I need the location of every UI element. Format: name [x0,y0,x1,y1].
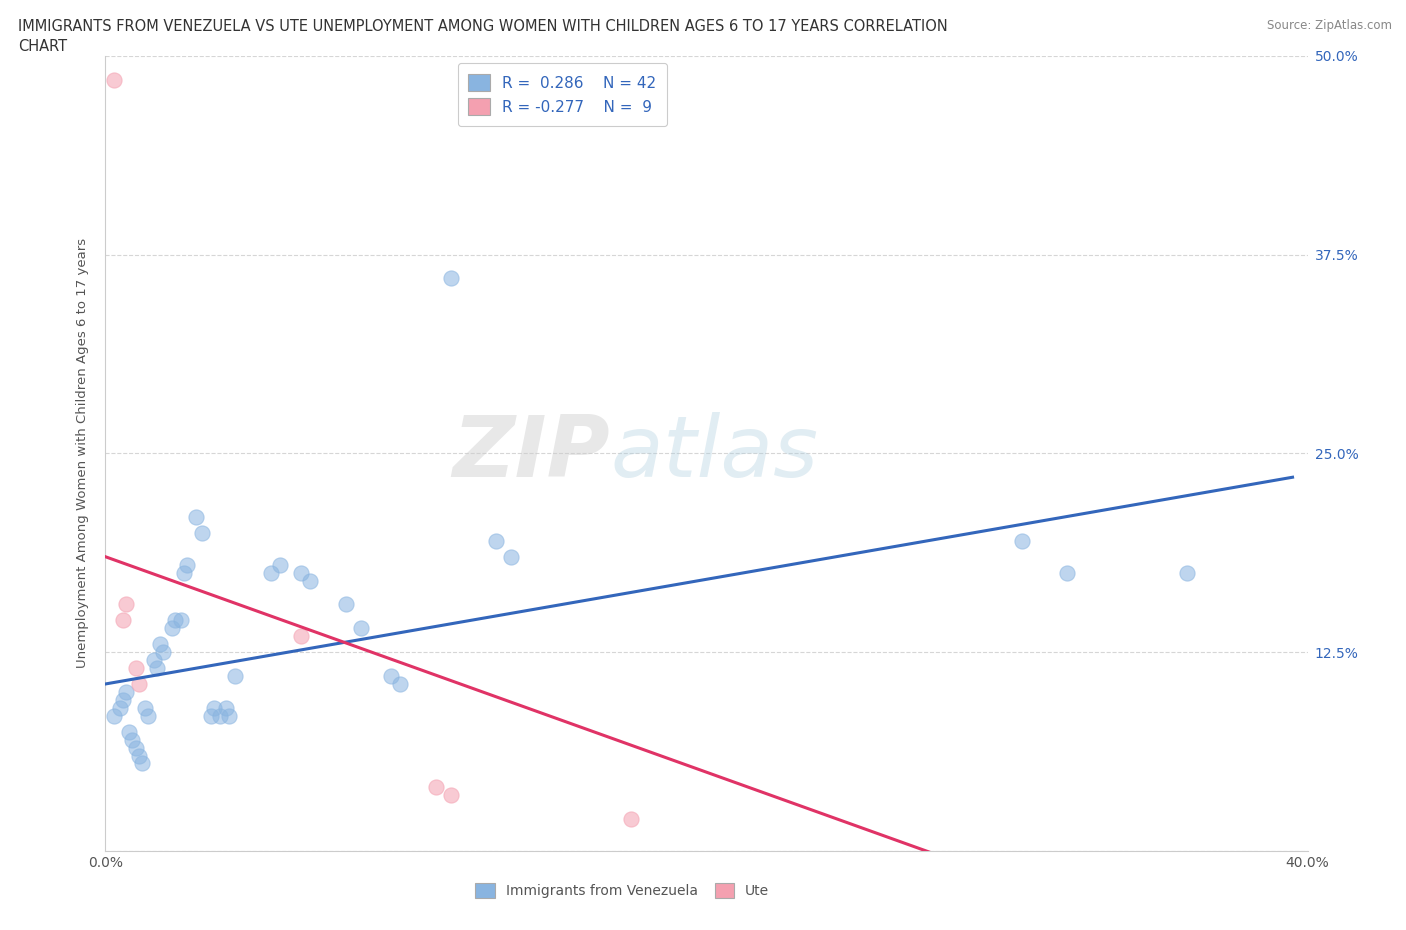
Point [1011,534,1033,549]
Point [380,669,402,684]
Point [1056,565,1078,580]
Point [103,73,125,87]
Point [110,700,132,715]
Point [388,676,411,691]
Point [440,788,463,803]
Point [298,573,321,588]
Point [112,693,135,708]
Point [173,565,195,580]
Point [190,525,212,540]
Point [440,271,463,286]
Point [124,740,146,755]
Y-axis label: Unemployment Among Women with Children Ages 6 to 17 years: Unemployment Among Women with Children A… [76,238,90,669]
Point [208,709,231,724]
Point [134,700,156,715]
Point [184,510,207,525]
Point [121,732,143,747]
Point [115,597,138,612]
Point [103,709,125,724]
Point [128,676,150,691]
Point [260,565,283,580]
Point [620,812,643,827]
Point [148,637,170,652]
Point [124,660,146,675]
Point [202,700,225,715]
Text: CHART: CHART [18,39,67,54]
Point [112,613,135,628]
Point [115,684,138,699]
Point [176,557,198,572]
Point [335,597,357,612]
Point [290,629,312,644]
Text: IMMIGRANTS FROM VENEZUELA VS UTE UNEMPLOYMENT AMONG WOMEN WITH CHILDREN AGES 6 T: IMMIGRANTS FROM VENEZUELA VS UTE UNEMPLO… [18,19,948,33]
Point [136,709,159,724]
Point [128,748,150,763]
Legend: Immigrants from Venezuela, Ute: Immigrants from Venezuela, Ute [470,877,775,904]
Point [200,709,222,724]
Point [142,653,165,668]
Point [218,709,240,724]
Point [350,621,373,636]
Point [290,565,312,580]
Point [169,613,191,628]
Point [163,613,186,628]
Point [152,644,174,659]
Point [224,669,246,684]
Point [118,724,141,739]
Text: ZIP: ZIP [453,412,610,495]
Point [501,550,523,565]
Point [269,557,291,572]
Text: Source: ZipAtlas.com: Source: ZipAtlas.com [1267,19,1392,32]
Text: atlas: atlas [610,412,818,495]
Point [425,780,447,795]
Point [1175,565,1198,580]
Point [214,700,236,715]
Point [160,621,183,636]
Point [145,660,167,675]
Point [485,534,508,549]
Point [131,756,153,771]
